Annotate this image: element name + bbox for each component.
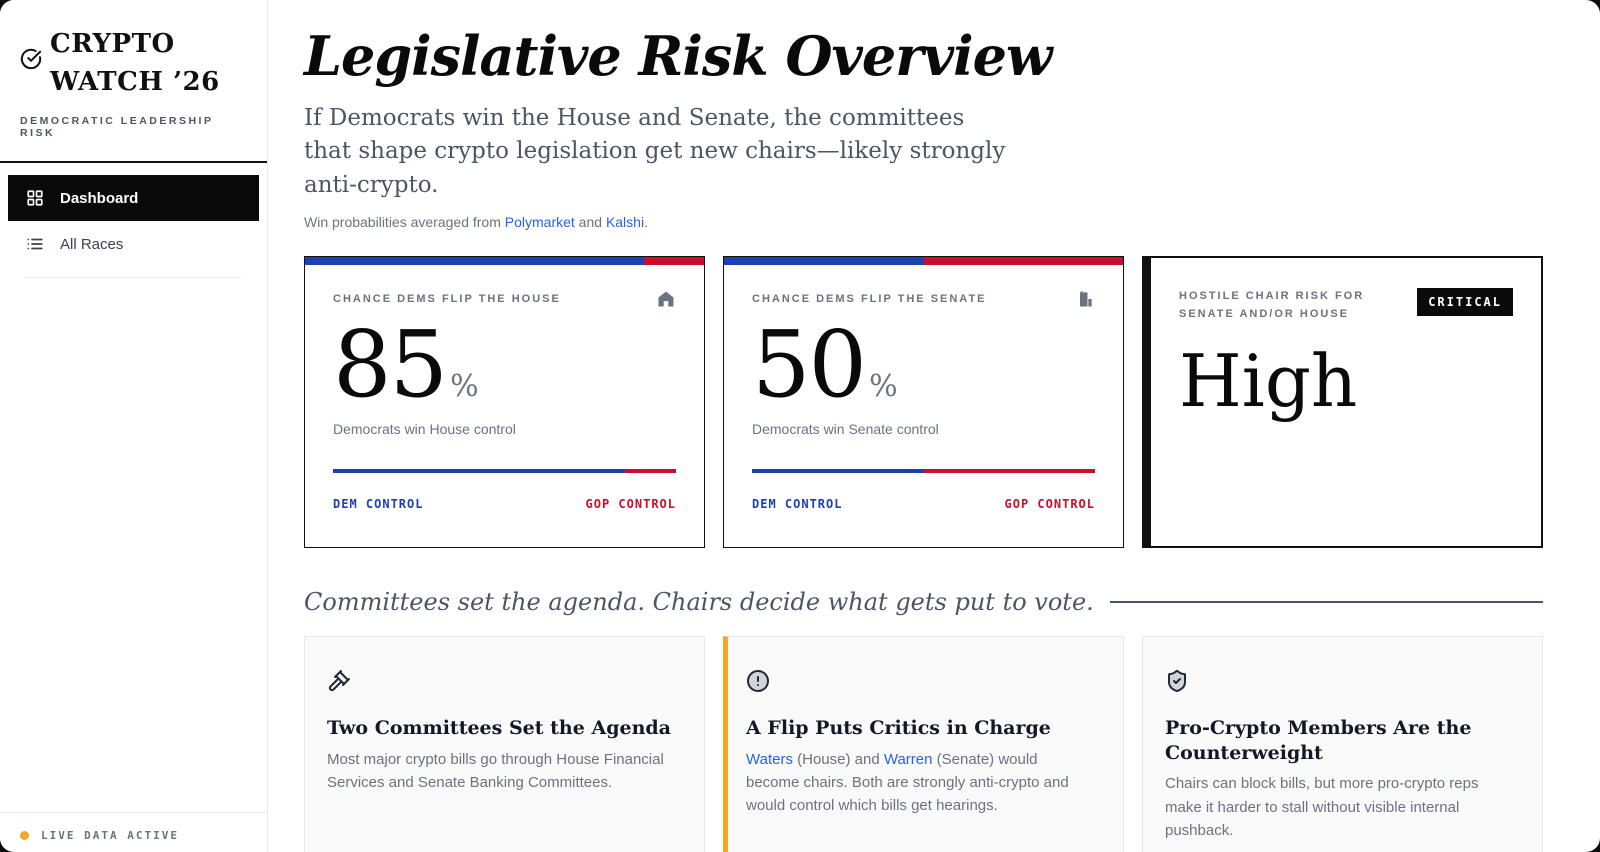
gavel-icon bbox=[327, 669, 351, 693]
stat-card-caption: Democrats win Senate control bbox=[752, 421, 939, 438]
gop-control-label: GOP CONTROL bbox=[1004, 497, 1095, 512]
kalshi-link[interactable]: Kalshi bbox=[605, 214, 645, 231]
gop-share-segment bbox=[624, 469, 676, 474]
committees-section-heading: Committees set the agenda. Chairs decide… bbox=[304, 588, 1543, 616]
committees-agenda-card: Two Committees Set the Agenda Most major… bbox=[304, 636, 705, 852]
source-note-text: and bbox=[574, 214, 606, 231]
live-status-label: LIVE DATA ACTIVE bbox=[41, 829, 179, 842]
app-title: CRYPTO WATCH ’26 bbox=[50, 26, 220, 101]
house-icon bbox=[656, 289, 676, 309]
section-heading-text: Committees set the agenda. Chairs decide… bbox=[304, 588, 1094, 617]
hostile-chair-risk-card: HOSTILE CHAIR RISK FOR SENATE AND/OR HOU… bbox=[1142, 256, 1543, 549]
stat-cards-row: CHANCE DEMS FLIP THE HOUSE 85% Democrats… bbox=[304, 256, 1543, 549]
info-card-body-text: (House) and bbox=[792, 750, 884, 768]
info-card-title: A Flip Puts Critics in Charge bbox=[746, 717, 1051, 740]
grid-icon bbox=[26, 189, 44, 207]
app-tagline: DEMOCRATIC LEADERSHIP RISK bbox=[20, 115, 214, 140]
house-flip-probability: 85% bbox=[333, 311, 479, 419]
warren-link[interactable]: Warren bbox=[883, 750, 933, 768]
sidebar-item-label: Dashboard bbox=[60, 189, 139, 207]
stat-card-label: CHANCE DEMS FLIP THE SENATE bbox=[752, 293, 987, 306]
house-control-bar bbox=[333, 469, 676, 474]
sidebar-separator bbox=[26, 277, 241, 279]
list-icon bbox=[26, 235, 44, 253]
pro-crypto-counterweight-card: Pro-Crypto Members Are the Counterweight… bbox=[1142, 636, 1543, 852]
info-card-title: Pro-Crypto Members Are the Counterweight bbox=[1165, 717, 1472, 764]
gop-share-segment bbox=[923, 469, 1095, 474]
app-title-line1: CRYPTO bbox=[50, 29, 175, 59]
gop-share-segment bbox=[923, 257, 1123, 266]
info-cards-row: Two Committees Set the Agenda Most major… bbox=[304, 636, 1543, 852]
live-status: LIVE DATA ACTIVE bbox=[0, 812, 267, 852]
building-icon bbox=[1075, 289, 1095, 309]
sidebar-divider bbox=[0, 161, 267, 164]
polymarket-link[interactable]: Polymarket bbox=[504, 214, 575, 231]
page-title: Legislative Risk Overview bbox=[304, 24, 1052, 88]
dem-share-segment bbox=[724, 257, 924, 266]
target-check-logo-icon bbox=[20, 48, 42, 70]
page-subtitle: If Democrats win the House and Senate, t… bbox=[304, 105, 1006, 198]
house-split-bar bbox=[305, 257, 704, 266]
flip-critics-card: A Flip Puts Critics in Charge Waters (Ho… bbox=[723, 636, 1124, 852]
stat-card-label: HOSTILE CHAIR RISK FOR SENATE AND/OR HOU… bbox=[1179, 290, 1365, 320]
critical-badge: CRITICAL bbox=[1417, 288, 1513, 317]
alert-circle-icon bbox=[746, 669, 770, 693]
heading-rule bbox=[1109, 601, 1543, 604]
stat-card-label: CHANCE DEMS FLIP THE HOUSE bbox=[333, 293, 561, 306]
senate-split-bar bbox=[724, 257, 1123, 266]
info-card-body: Most major crypto bills go through House… bbox=[327, 750, 664, 791]
live-indicator-dot bbox=[20, 831, 29, 840]
sidebar-item-dashboard[interactable]: Dashboard bbox=[8, 175, 259, 222]
senate-flip-card: CHANCE DEMS FLIP THE SENATE 50% Democrat… bbox=[723, 256, 1124, 549]
info-card-body: Chairs can block bills, but more pro-cry… bbox=[1165, 775, 1479, 839]
sidebar-nav: Dashboard All Races bbox=[0, 163, 267, 279]
brand: CRYPTO WATCH ’26 bbox=[0, 0, 267, 101]
sidebar-item-all-races[interactable]: All Races bbox=[8, 221, 259, 267]
info-card-body: Waters (House) and Warren (Senate) would… bbox=[746, 748, 1095, 818]
dem-control-label: DEM CONTROL bbox=[752, 497, 843, 512]
gop-control-label: GOP CONTROL bbox=[585, 497, 676, 512]
info-card-title: Two Committees Set the Agenda bbox=[327, 717, 671, 740]
dem-share-segment bbox=[333, 469, 625, 474]
sidebar: CRYPTO WATCH ’26 DEMOCRATIC LEADERSHIP R… bbox=[0, 0, 268, 852]
dem-share-segment bbox=[752, 469, 924, 474]
senate-control-bar bbox=[752, 469, 1095, 474]
dem-share-segment bbox=[305, 257, 645, 266]
shield-check-icon bbox=[1165, 669, 1189, 693]
info-card-body-text: (Senate) would become chairs. Both are s… bbox=[746, 750, 1069, 815]
senate-flip-probability: 50% bbox=[752, 311, 898, 419]
sidebar-item-label: All Races bbox=[60, 235, 124, 253]
house-flip-card: CHANCE DEMS FLIP THE HOUSE 85% Democrats… bbox=[304, 256, 705, 549]
waters-link[interactable]: Waters bbox=[746, 750, 793, 768]
gop-share-segment bbox=[644, 257, 704, 266]
app-title-line2: WATCH ’26 bbox=[50, 66, 220, 97]
risk-level-value: High bbox=[1179, 339, 1358, 424]
source-note-text: . bbox=[644, 214, 648, 231]
source-note: Win probabilities averaged from Polymark… bbox=[304, 214, 1543, 230]
main-content: Legislative Risk Overview If Democrats w… bbox=[268, 0, 1600, 852]
dem-control-label: DEM CONTROL bbox=[333, 497, 424, 512]
source-note-text: Win probabilities averaged from bbox=[304, 214, 505, 231]
stat-card-caption: Democrats win House control bbox=[333, 421, 516, 438]
